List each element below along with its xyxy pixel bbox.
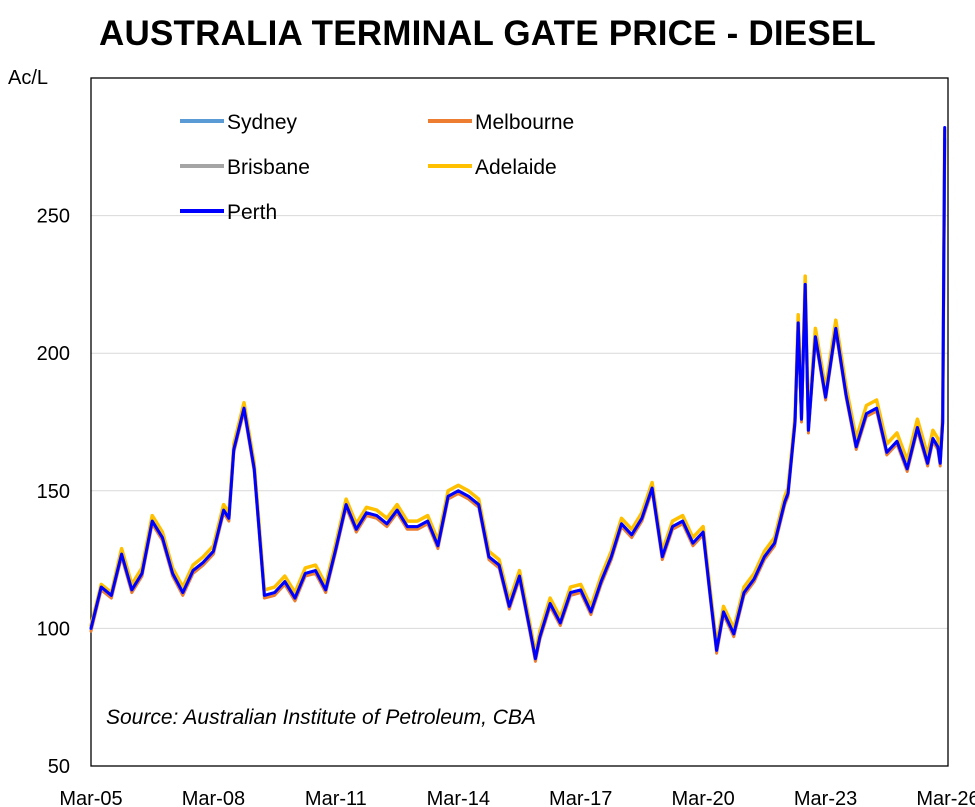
x-tick-label: Mar-08 bbox=[182, 788, 245, 807]
source-annotation: Source: Australian Institute of Petroleu… bbox=[106, 706, 536, 729]
legend-label-perth: Perth bbox=[227, 201, 277, 224]
y-tick-label: 150 bbox=[37, 481, 70, 503]
legend-label-sydney: Sydney bbox=[227, 111, 298, 134]
legend: Sydney Melbourne Brisbane Adelaide Perth bbox=[180, 111, 574, 224]
x-tick-label: Mar-11 bbox=[305, 788, 367, 807]
x-tick-label: Mar-23 bbox=[794, 788, 857, 807]
chart-title: AUSTRALIA TERMINAL GATE PRICE - DIESEL bbox=[99, 14, 876, 53]
legend-label-brisbane: Brisbane bbox=[227, 156, 310, 179]
x-tick-label: Mar-05 bbox=[59, 788, 122, 807]
series-line-perth bbox=[89, 126, 947, 661]
x-tick-label: Mar-17 bbox=[549, 788, 612, 807]
x-tick-label: Mar-14 bbox=[427, 788, 490, 807]
x-tick-label: Mar-26 bbox=[916, 788, 975, 807]
legend-label-melbourne: Melbourne bbox=[475, 111, 574, 134]
gridlines bbox=[91, 215, 948, 629]
y-axis-ticks: 50 100 150 200 250 bbox=[37, 206, 70, 778]
y-axis-unit-label: Ac/L bbox=[8, 67, 48, 89]
series-line-adelaide bbox=[89, 128, 947, 655]
y-tick-label: 100 bbox=[37, 618, 70, 640]
series-lines bbox=[89, 126, 947, 663]
y-tick-label: 200 bbox=[37, 343, 70, 365]
y-tick-label: 50 bbox=[48, 756, 70, 778]
y-tick-label: 250 bbox=[37, 206, 70, 228]
x-axis-ticks: Mar-05 Mar-08 Mar-11 Mar-14 Mar-17 Mar-20 Mar-… bbox=[59, 788, 975, 807]
legend-label-adelaide: Adelaide bbox=[475, 156, 557, 179]
plot-area-frame bbox=[90, 77, 949, 767]
x-tick-label: Mar-20 bbox=[671, 788, 734, 807]
